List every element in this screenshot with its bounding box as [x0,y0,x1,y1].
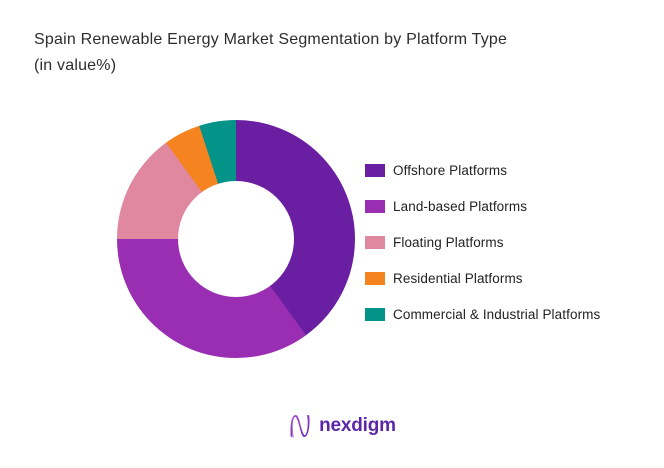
legend-item: Land-based Platforms [365,198,600,214]
legend-label: Land-based Platforms [393,198,528,214]
title-block: Spain Renewable Energy Market Segmentati… [34,27,634,79]
legend-item: Residential Platforms [365,270,600,286]
chart-subtitle: (in value%) [34,57,117,74]
donut-hole [178,181,294,297]
legend-label: Offshore Platforms [393,162,508,178]
legend-swatch-land-based [365,199,385,213]
legend-swatch-offshore [365,163,385,177]
legend-item: Commercial & Industrial Platforms [365,306,601,322]
legend-label: Floating Platforms [393,234,504,250]
donut-chart [117,120,355,358]
legend: Offshore Platforms Land-based Platforms … [365,162,601,322]
chart-title: Spain Renewable Energy Market Segmentati… [34,31,508,48]
nexdigm-logo: nexdigm [0,412,664,440]
legend-label: Residential Platforms [393,270,523,286]
legend-item: Offshore Platforms [365,162,600,178]
legend-swatch-residential [365,271,385,285]
legend-item: Floating Platforms [365,234,600,250]
nexdigm-n-mark-icon [290,414,310,438]
nexdigm-logo-text: nexdigm [319,415,396,436]
legend-label: Commercial & Industrial Platforms [393,306,601,322]
legend-swatch-floating [365,235,385,249]
legend-swatch-commercial-industrial [365,307,385,321]
